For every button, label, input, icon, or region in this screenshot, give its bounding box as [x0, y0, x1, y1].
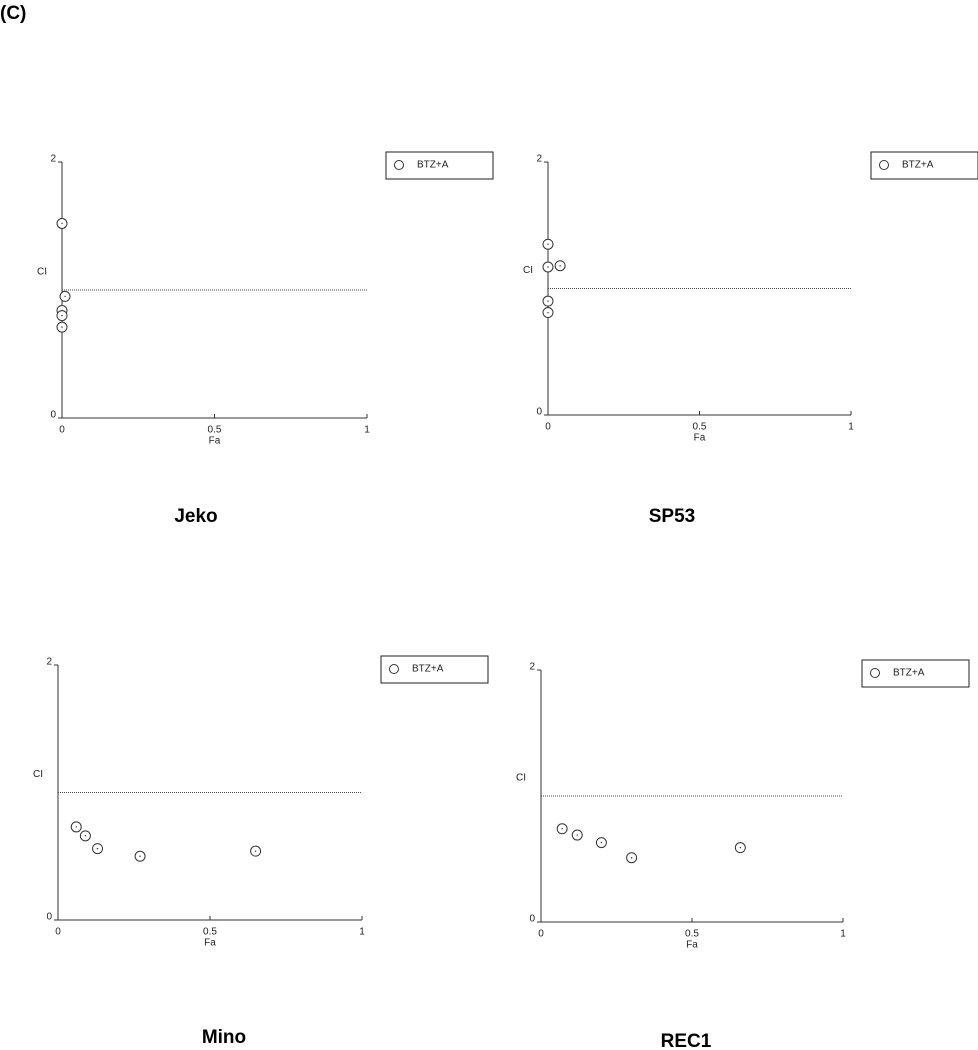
legend-label: BTZ+A — [893, 668, 925, 679]
point-dot — [96, 847, 99, 850]
point-dot — [547, 311, 549, 314]
point-dot — [61, 222, 63, 225]
x-tick-label: 1 — [364, 425, 370, 436]
x-tick-label: 1 — [840, 929, 846, 940]
point-dot — [576, 834, 578, 836]
y-axis-label: CI — [37, 267, 47, 278]
chart-title: REC1 — [661, 1031, 712, 1050]
panel-label: (C) — [0, 3, 26, 24]
point-dot — [61, 314, 63, 317]
point-dot — [630, 857, 633, 859]
legend-marker — [389, 664, 399, 674]
chart-title: Jeko — [174, 506, 217, 527]
point-dot — [254, 850, 257, 852]
x-tick-label: 0.5 — [208, 425, 222, 436]
point-dot — [139, 855, 141, 857]
x-tick-label: 0 — [545, 422, 551, 433]
legend-marker — [394, 160, 404, 170]
x-axis-label: Fa — [204, 938, 216, 949]
y-tick-label: 2 — [50, 154, 56, 165]
legend-label: BTZ+A — [902, 160, 934, 171]
x-axis-label: Fa — [686, 940, 698, 951]
y-tick-label: 0 — [50, 410, 56, 421]
point-dot — [61, 326, 63, 328]
x-tick-label: 0.5 — [203, 927, 217, 938]
x-tick-label: 1 — [848, 422, 854, 433]
legend-label: BTZ+A — [417, 160, 449, 171]
point-dot — [64, 295, 66, 298]
chart-title: Mino — [202, 1027, 246, 1048]
chart-title: SP53 — [649, 506, 695, 527]
x-axis-label: Fa — [209, 436, 221, 447]
point-dot — [559, 265, 561, 267]
point-dot — [600, 841, 603, 844]
y-tick-label: 0 — [529, 914, 535, 925]
y-tick-label: 0 — [536, 407, 542, 418]
legend-label: BTZ+A — [412, 664, 444, 675]
y-tick-label: 2 — [46, 657, 52, 668]
y-axis-label: CI — [516, 773, 526, 784]
point-dot — [547, 243, 549, 245]
x-tick-label: 0 — [59, 425, 65, 436]
point-dot — [561, 828, 563, 830]
point-dot — [739, 846, 742, 849]
point-dot — [547, 300, 549, 302]
legend-marker — [879, 160, 889, 170]
point-dot — [547, 266, 549, 268]
y-axis-label: CI — [523, 265, 533, 276]
point-dot — [84, 835, 87, 837]
x-axis-label: Fa — [694, 433, 706, 444]
legend-marker — [870, 668, 880, 678]
x-tick-label: 0 — [55, 927, 61, 938]
x-tick-label: 0.5 — [685, 929, 699, 940]
point-dot — [75, 826, 77, 828]
x-tick-label: 0.5 — [693, 422, 707, 433]
y-tick-label: 2 — [529, 662, 535, 673]
y-axis-label: CI — [33, 769, 43, 780]
x-tick-label: 1 — [359, 927, 365, 938]
y-tick-label: 0 — [46, 912, 52, 923]
y-tick-label: 2 — [536, 154, 542, 165]
x-tick-label: 0 — [538, 929, 544, 940]
